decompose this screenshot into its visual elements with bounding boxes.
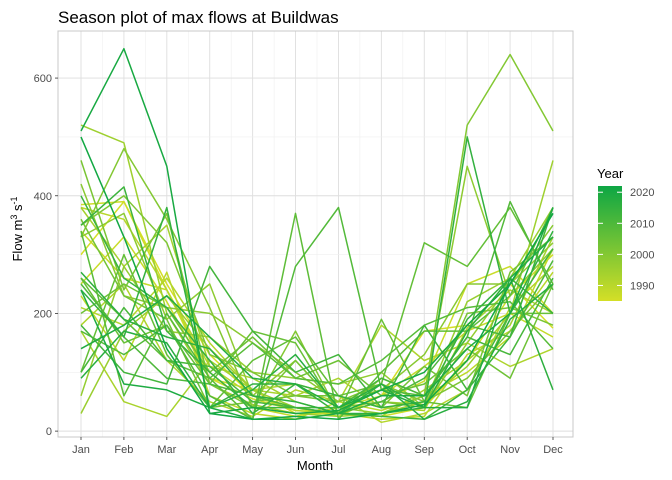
series-line-2004	[80, 283, 554, 397]
legend-tick-label: 2010	[630, 218, 654, 230]
series-line-1987	[80, 236, 554, 415]
y-axis-ticks: 0 200 400 600	[34, 73, 58, 438]
x-tick-label: Aug	[372, 444, 392, 456]
x-tick-label: Jan	[72, 444, 90, 456]
x-tick-label: Jun	[287, 444, 305, 456]
x-tick-label: Jul	[331, 444, 345, 456]
y-axis-label-sup2: -1	[9, 196, 19, 204]
plot-panel-border	[57, 30, 574, 438]
x-axis-label: Month	[297, 458, 333, 473]
legend-ticks: 1990 2000 2010 2020	[598, 187, 654, 292]
series-line-2019	[80, 207, 554, 421]
legend-tick-label: 2000	[630, 249, 654, 261]
series-line-2018	[80, 236, 554, 409]
grid	[58, 31, 573, 437]
series-line-2020	[80, 47, 554, 415]
series-line-2016	[80, 271, 554, 415]
y-tick-label: 0	[46, 426, 52, 438]
series-line-2000	[80, 53, 554, 415]
series-line-2012	[80, 248, 554, 409]
y-axis-label-mid: s	[10, 204, 25, 215]
series-line-2006	[80, 206, 554, 409]
x-tick-label: Feb	[114, 444, 133, 456]
series-layer	[80, 47, 554, 424]
legend-title: Year	[597, 166, 624, 181]
y-axis-label-base: Flow m	[10, 220, 25, 262]
x-tick-label: Sep	[414, 444, 434, 456]
y-tick-label: 400	[34, 191, 52, 203]
y-axis-label: Flow m3 s-1	[9, 196, 25, 261]
series-line-2014	[80, 195, 554, 415]
x-tick-label: Nov	[500, 444, 520, 456]
chart-title: Season plot of max flows at Buildwas	[58, 8, 339, 27]
y-tick-label: 200	[34, 308, 52, 320]
x-tick-label: Mar	[157, 444, 176, 456]
x-tick-label: Apr	[201, 444, 218, 456]
series-line-2007	[80, 207, 554, 421]
x-tick-label: Dec	[543, 444, 563, 456]
x-axis-ticks: Jan Feb Mar Apr May Jun Jul Aug Sep Oct Nov Dec	[72, 437, 563, 456]
y-axis-label-sup1: 3	[9, 215, 19, 220]
x-tick-label: Oct	[459, 444, 476, 456]
x-tick-label: May	[242, 444, 263, 456]
legend-tick-label: 1990	[630, 280, 654, 292]
legend: Year 1990 2000 2010 2020	[597, 166, 654, 301]
series-line-1995	[80, 124, 554, 418]
series-line-2015	[80, 136, 554, 415]
legend-tick-label: 2020	[630, 187, 654, 199]
series-line-2021	[80, 136, 554, 421]
y-tick-label: 600	[34, 73, 52, 85]
legend-colorbar	[598, 186, 622, 301]
series-line-2013	[80, 186, 554, 421]
